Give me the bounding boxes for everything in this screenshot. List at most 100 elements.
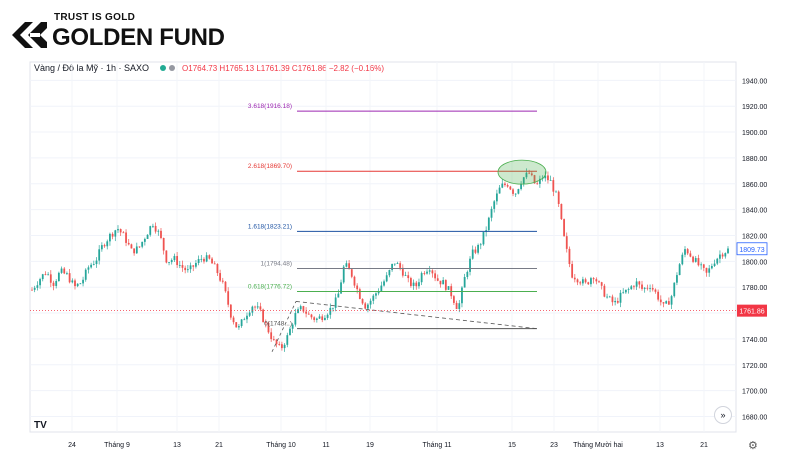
candle-body xyxy=(173,256,176,261)
x-tick-label: 23 xyxy=(550,442,558,449)
candle-body xyxy=(724,253,727,257)
candle-body xyxy=(592,278,595,280)
candle-body xyxy=(114,230,117,237)
candle-body xyxy=(436,278,439,281)
gear-icon[interactable]: ⚙ xyxy=(748,440,758,452)
candle-body xyxy=(200,258,203,260)
x-tick-label: 19 xyxy=(366,442,374,449)
candle-body xyxy=(372,295,375,301)
fib-1618-label: 1.618(1823.21) xyxy=(248,223,292,230)
candle-body xyxy=(611,296,614,303)
candle-body xyxy=(544,175,547,179)
candle-body xyxy=(487,217,490,231)
dashed-trendline xyxy=(295,301,537,329)
candle-body xyxy=(630,286,633,290)
candle-body xyxy=(248,312,251,316)
candle-body xyxy=(646,287,649,289)
candle-body xyxy=(641,284,643,289)
candle-body xyxy=(76,283,79,287)
y-tick-label: 1920.00 xyxy=(742,104,767,111)
candle-body xyxy=(721,254,724,257)
candle-body xyxy=(299,306,302,310)
x-tick-label: 13 xyxy=(173,442,181,449)
candle-body xyxy=(106,241,109,247)
candle-body xyxy=(522,177,525,184)
candle-body xyxy=(57,272,60,282)
candle-body xyxy=(47,274,50,276)
candle-body xyxy=(697,258,700,266)
candle-body xyxy=(254,306,256,308)
x-tick-label: Tháng 10 xyxy=(266,442,296,449)
candle-body xyxy=(186,269,189,271)
candle-body xyxy=(471,249,474,259)
golden-fund-logo-icon xyxy=(12,22,47,48)
candle-body xyxy=(127,242,130,245)
candle-body xyxy=(44,274,47,276)
current-price-label: 1809.73 xyxy=(739,247,764,254)
candle-body xyxy=(568,248,571,265)
candle-body xyxy=(157,230,160,232)
candle-body xyxy=(36,285,39,288)
candle-body xyxy=(520,183,522,190)
double-chevron-right-icon[interactable]: » xyxy=(714,406,732,424)
candle-body xyxy=(229,304,232,318)
tradingview-logo-icon[interactable]: TV xyxy=(34,420,47,431)
candle-body xyxy=(557,191,560,204)
candle-body xyxy=(211,258,213,264)
candle-body xyxy=(659,299,662,303)
candle-body xyxy=(197,259,200,263)
last-price-label: 1761.86 xyxy=(739,309,764,316)
fib-1-label: 1(1794.48) xyxy=(261,260,292,267)
candle-body xyxy=(272,339,275,340)
candle-body xyxy=(74,280,76,287)
candle-body xyxy=(581,279,584,284)
candle-body xyxy=(616,300,619,303)
candle-body xyxy=(337,293,340,298)
current-price-badge xyxy=(736,242,768,256)
candle-body xyxy=(552,180,555,192)
y-tick-label: 1820.00 xyxy=(742,233,767,240)
last-price-badge xyxy=(737,304,767,317)
ohlc-values: O1764.73 H1765.13 L1761.39 C1761.86 −2.8… xyxy=(182,63,384,73)
candle-body xyxy=(364,303,367,309)
candle-body xyxy=(165,250,168,263)
candle-body xyxy=(638,281,641,285)
candle-body xyxy=(334,297,337,308)
candle-body xyxy=(477,244,479,253)
candle-body xyxy=(178,265,181,266)
candle-body xyxy=(294,313,297,325)
plot-area xyxy=(29,61,737,433)
candle-body xyxy=(512,189,514,194)
candle-body xyxy=(377,291,380,294)
candle-body xyxy=(143,238,146,242)
candle-body xyxy=(391,263,393,271)
candle-body xyxy=(439,280,442,285)
candle-body xyxy=(407,275,410,279)
candle-body xyxy=(498,187,501,194)
candle-body xyxy=(584,279,587,283)
candle-body xyxy=(31,289,33,291)
candle-body xyxy=(719,254,721,259)
candle-body xyxy=(160,230,162,238)
symbol-label[interactable]: Vàng / Đô la Mỹ · 1h · SAXO xyxy=(34,63,150,73)
candle-body xyxy=(246,315,248,320)
candle-body xyxy=(79,283,82,285)
candle-body xyxy=(412,282,415,286)
candle-body xyxy=(326,314,329,318)
y-tick-label: 1800.00 xyxy=(742,259,767,266)
candle-body xyxy=(318,316,321,319)
candle-body xyxy=(119,229,122,233)
candle-body xyxy=(565,236,568,249)
candle-body xyxy=(256,306,259,308)
candle-body xyxy=(275,339,278,345)
candle-body xyxy=(240,319,243,327)
x-tick-label: Tháng 9 xyxy=(104,442,130,449)
candle-body xyxy=(654,289,657,292)
candle-body xyxy=(434,273,436,279)
candle-body xyxy=(530,173,533,176)
candle-body xyxy=(479,244,482,246)
candle-body xyxy=(259,306,262,310)
candle-body xyxy=(232,317,235,323)
y-tick-label: 1740.00 xyxy=(742,337,767,344)
